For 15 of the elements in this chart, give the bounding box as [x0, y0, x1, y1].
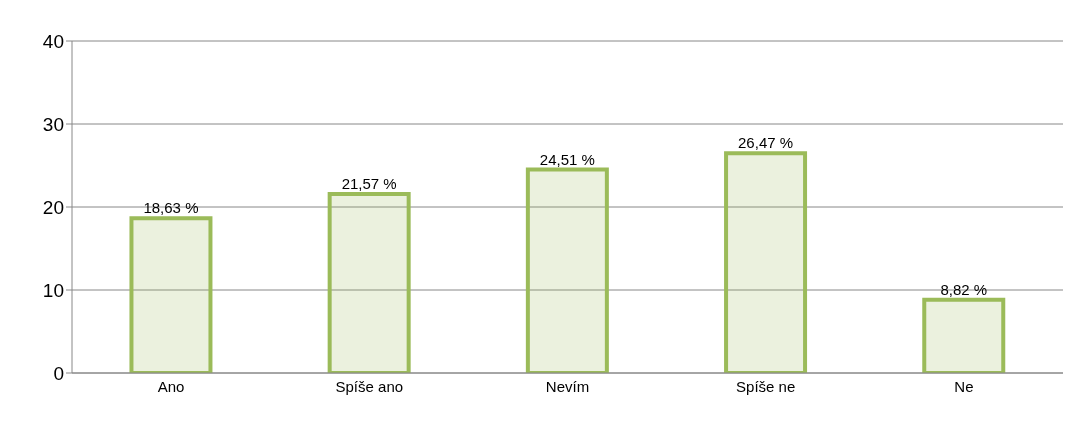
- x-tick-label: Spíše ano: [335, 377, 404, 395]
- data-label: 21,57 %: [341, 174, 397, 192]
- y-tick-label: 20: [42, 196, 64, 218]
- y-tick-label: 10: [42, 279, 64, 301]
- y-tick-label: 30: [42, 113, 64, 135]
- y-tick-label: 0: [53, 362, 64, 384]
- x-tick-label: Ne: [954, 377, 974, 395]
- data-label: 18,63 %: [143, 199, 199, 217]
- x-tick-label: Ano: [157, 377, 185, 395]
- data-label: 8,82 %: [940, 280, 988, 298]
- x-tick-label: Spíše ne: [736, 377, 796, 395]
- y-tick-label: 40: [42, 30, 64, 52]
- x-tick-label: Nevím: [545, 377, 590, 395]
- data-label: 26,47 %: [738, 134, 794, 152]
- data-label: 24,51 %: [539, 150, 595, 168]
